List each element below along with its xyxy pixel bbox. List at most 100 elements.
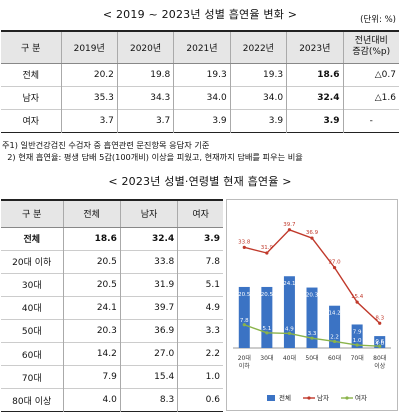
- point-label-여자-5: 1.0: [353, 338, 362, 344]
- point-남자-3: [310, 236, 314, 240]
- cell: 0.6: [177, 388, 223, 412]
- point-label-남자-2: 39.7: [283, 222, 296, 228]
- point-label-여자-6: 0.6: [375, 339, 384, 345]
- header-2019: 2019년: [60, 31, 118, 64]
- cell: 19.3: [229, 62, 287, 86]
- bar-label-1: 20.5: [261, 292, 274, 298]
- header-female: 여자: [177, 200, 223, 228]
- row-label: 전체: [1, 62, 61, 86]
- cell: 20.5: [62, 272, 121, 297]
- point-label-여자-2: 4.9: [285, 326, 294, 332]
- cell: 14.2: [62, 341, 121, 366]
- bar-3: [306, 287, 318, 348]
- header-category: 구 분: [1, 31, 61, 64]
- table-row: 80대 이상 4.0 8.3 0.6: [1, 388, 223, 412]
- cell: 3.7: [60, 108, 118, 132]
- row-label: 30대: [1, 272, 63, 297]
- cell: 19.8: [116, 62, 174, 86]
- row-label: 남자: [1, 85, 61, 109]
- header-male: 남자: [119, 200, 178, 228]
- cell: 4.9: [177, 295, 223, 320]
- bar-label-5: 7.9: [353, 329, 362, 335]
- point-남자-4: [332, 266, 337, 270]
- cell: 31.9: [119, 272, 178, 297]
- row-label: 20대 이하: [1, 249, 63, 274]
- point-여자-2: [287, 331, 292, 336]
- cell: 19.3: [173, 62, 231, 86]
- point-label-여자-4: 2.2: [330, 334, 339, 340]
- row-label: 60대: [1, 341, 63, 366]
- table-row: 70대 7.9 15.4 1.0: [1, 365, 223, 389]
- bar-label-0: 20.5: [238, 292, 251, 298]
- row-label: 전체: [1, 226, 63, 251]
- cell: 3.9: [173, 108, 231, 132]
- cell: 18.6: [62, 226, 121, 251]
- table-row: 20대 이하 20.5 33.8 7.8: [1, 249, 223, 274]
- change-cell: -: [342, 108, 399, 132]
- row-label: 80대 이상: [1, 388, 63, 412]
- point-label-남자-1: 31.9: [261, 245, 274, 251]
- point-남자-0: [242, 245, 246, 249]
- cell: 3.3: [177, 318, 223, 343]
- age-smoking-chart: 20.5 20.5 24.1 20.3 14.2 7.9 4.0 33.8 31.9 39.7 36…: [226, 199, 398, 411]
- point-label-여자-1: 5.1: [262, 326, 271, 332]
- point-여자-4: [332, 339, 337, 344]
- point-label-남자-0: 33.8: [238, 239, 251, 245]
- point-여자-1: [265, 331, 269, 335]
- footnotes: 주1) 일반건강검진 수검자 중 흡연관련 문진항목 응답자 기준 2) 현재 …: [2, 139, 303, 163]
- tick-label-1: 30대: [260, 354, 273, 362]
- point-남자-1: [265, 251, 269, 255]
- row-label: 70대: [1, 365, 63, 389]
- change-cell: △1.6: [342, 85, 399, 109]
- cell: 7.9: [62, 365, 121, 389]
- change-cell: △0.7: [342, 62, 399, 86]
- tick-label-6: 80대: [373, 354, 386, 362]
- tick-label-0: 이하: [239, 362, 251, 370]
- legend-swatch-0: [267, 395, 275, 401]
- cell: 24.1: [62, 295, 121, 320]
- bar-6: [374, 336, 386, 348]
- cell: 20.3: [62, 318, 121, 343]
- cell: 34.0: [229, 85, 287, 109]
- bar-label-6: 4.0: [375, 341, 384, 347]
- table-row: 60대 14.2 27.0 2.2: [1, 341, 223, 366]
- cell: 4.0: [62, 388, 121, 412]
- cell: 5.1: [177, 272, 223, 297]
- header-2020: 2020년: [116, 31, 174, 64]
- smoking-trend-table: 구 분 2019년 2020년 2021년 2022년 2023년 전년대비 증…: [1, 30, 399, 133]
- header-change: 전년대비 증감(%p): [342, 31, 399, 64]
- row-label: 50대: [1, 318, 63, 343]
- cell: 36.9: [119, 318, 178, 343]
- cell: 7.8: [177, 249, 223, 274]
- tick-label-3: 50대: [305, 354, 318, 362]
- legend-label-1: 남자: [317, 393, 329, 402]
- tick-label-0: 20대: [238, 354, 251, 362]
- cell: 15.4: [119, 365, 178, 389]
- bar-label-3: 20.3: [306, 293, 319, 299]
- header-2022: 2022년: [229, 31, 287, 64]
- cell: 32.4: [286, 85, 343, 109]
- point-label-남자-6: 8.3: [375, 315, 384, 321]
- point-label-여자-3: 3.3: [308, 331, 317, 337]
- header-2023: 2023년: [286, 31, 343, 64]
- point-여자-5: [355, 343, 359, 347]
- cell: 27.0: [119, 341, 178, 366]
- chart-title-1: < 2019 ~ 2023년 성별 흡연율 변화 >: [102, 8, 298, 21]
- header-category: 구 분: [1, 200, 63, 228]
- point-남자-2: [287, 228, 292, 232]
- cell: 1.0: [177, 365, 223, 389]
- chart-svg: 20.5 20.5 24.1 20.3 14.2 7.9 4.0 33.8 31.9 39.7 36…: [233, 222, 391, 402]
- table-row: 50대 20.3 36.9 3.3: [1, 318, 223, 343]
- cell: 8.3: [119, 388, 178, 412]
- legend-marker-1: [307, 396, 311, 400]
- legend-label-0: 전체: [279, 393, 291, 402]
- table-row: 남자 35.3 34.3 34.0 34.0 32.4 △1.6: [1, 85, 399, 109]
- legend-marker-2: [345, 396, 349, 400]
- cell: 20.5: [62, 249, 121, 274]
- cell: 18.6: [286, 62, 343, 86]
- cell: 3.9: [229, 108, 287, 132]
- header-2021: 2021년: [173, 31, 231, 64]
- table-row: 전체 18.6 32.4 3.9: [1, 226, 223, 251]
- table-row: 40대 24.1 39.7 4.9: [1, 295, 223, 320]
- point-label-남자-5: 15.4: [351, 294, 364, 300]
